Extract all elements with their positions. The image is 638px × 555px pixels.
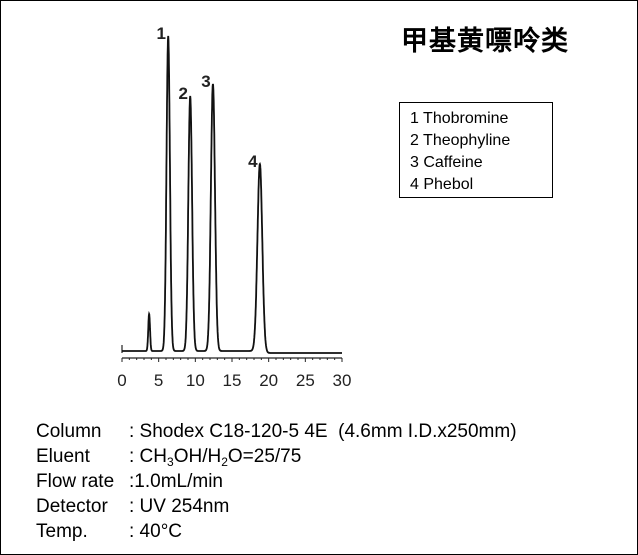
chart-title: 甲基黄嘌呤类	[401, 26, 569, 56]
legend: 1 Thobromine 2 Theophyline 3 Caffeine 4 …	[399, 102, 553, 198]
label: Temp.	[36, 521, 88, 542]
legend-item: 4 Phebol	[410, 176, 474, 193]
x-tick-label: 30	[333, 371, 352, 390]
value: : CH3OH/H2O=25/75	[129, 446, 302, 469]
peak-label: 2	[178, 84, 187, 103]
label: Column	[36, 421, 102, 442]
label: Eluent	[36, 446, 90, 467]
legend-item: 1 Thobromine	[410, 110, 509, 127]
x-tick-label: 20	[259, 371, 278, 390]
value: : 40°C	[129, 521, 183, 542]
chromatogram-trace	[122, 35, 342, 354]
x-axis: 0 5 10 15 20 25 30	[117, 357, 352, 390]
condition-detector: Detector : UV 254nm	[36, 494, 517, 519]
peak-label: 3	[201, 72, 210, 91]
peak-label: 4	[248, 152, 258, 171]
x-tick-label: 0	[117, 371, 126, 390]
peak-label: 1	[156, 24, 165, 43]
x-tick-label: 25	[296, 371, 315, 390]
trace-group: 1 23 4	[121, 24, 342, 354]
condition-flow: Flow rate :1.0mL/min	[36, 469, 517, 494]
x-tick-label: 5	[154, 371, 163, 390]
value: : Shodex C18-120-5 4E (4.6mm I.D.x250mm)	[129, 421, 517, 442]
chromatogram: 0 5 10 15 20 25 30 1 23 4	[117, 24, 352, 390]
label: Flow rate	[36, 471, 115, 492]
value: : UV 254nm	[129, 496, 230, 517]
x-tick-label: 10	[186, 371, 205, 390]
conditions: Column : Shodex C18-120-5 4E (4.6mm I.D.x…	[36, 419, 517, 544]
condition-temp: Temp. : 40°C	[36, 519, 517, 544]
legend-item: 2 Theophyline	[410, 132, 511, 149]
label: Detector	[36, 496, 108, 517]
condition-eluent: Eluent : CH3OH/H2O=25/75	[36, 444, 517, 469]
condition-column: Column : Shodex C18-120-5 4E (4.6mm I.D.x…	[36, 419, 517, 444]
value: :1.0mL/min	[129, 471, 223, 492]
legend-item: 3 Caffeine	[410, 154, 483, 171]
x-tick-label: 15	[223, 371, 242, 390]
